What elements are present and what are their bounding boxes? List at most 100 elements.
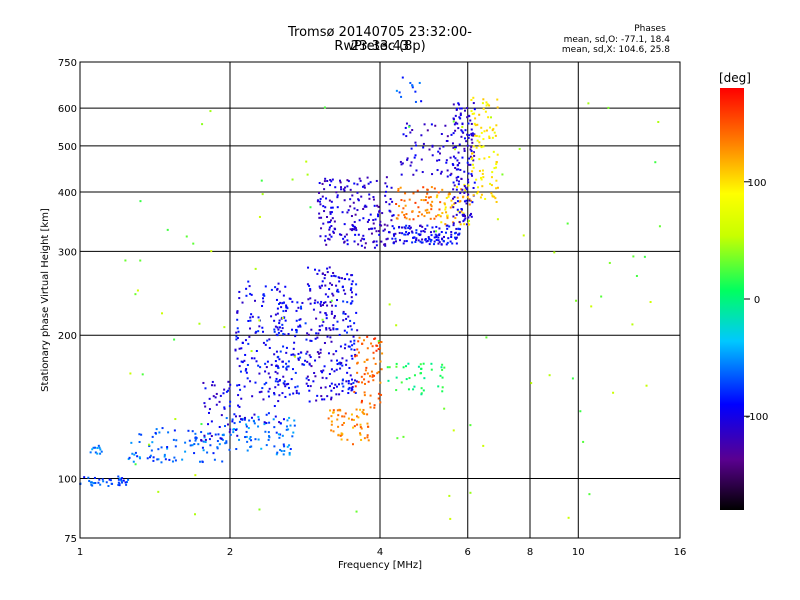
- data-point: [250, 445, 253, 448]
- data-point: [332, 231, 335, 234]
- data-point: [268, 338, 271, 341]
- data-point: [496, 218, 499, 221]
- data-point: [274, 386, 277, 389]
- data-point: [102, 480, 105, 483]
- data-point: [138, 433, 141, 436]
- data-point: [136, 455, 139, 458]
- data-point: [452, 132, 455, 135]
- data-point: [299, 318, 302, 321]
- data-point: [363, 339, 366, 342]
- data-point: [189, 444, 192, 447]
- data-point: [341, 286, 344, 289]
- data-point: [435, 215, 438, 218]
- data-point: [245, 435, 248, 438]
- data-point: [168, 458, 171, 461]
- data-point: [316, 272, 319, 275]
- data-point: [428, 196, 431, 199]
- data-point: [328, 288, 331, 291]
- data-point: [341, 357, 344, 360]
- data-point: [452, 120, 455, 123]
- data-point: [388, 209, 391, 212]
- data-point: [363, 378, 366, 381]
- data-point: [343, 240, 346, 243]
- data-point: [117, 481, 120, 484]
- data-point: [440, 243, 443, 246]
- data-point: [455, 188, 458, 191]
- data-point: [134, 463, 137, 466]
- data-point: [360, 427, 363, 430]
- data-point: [284, 319, 287, 322]
- data-point: [346, 371, 349, 374]
- data-point: [377, 392, 380, 395]
- data-point: [518, 147, 521, 150]
- data-point: [452, 206, 455, 209]
- data-point: [434, 233, 437, 236]
- data-point: [245, 294, 248, 297]
- data-point: [321, 284, 324, 287]
- data-point: [336, 288, 339, 291]
- data-point: [485, 336, 488, 339]
- data-point: [452, 146, 455, 149]
- data-point: [495, 166, 498, 169]
- data-point: [438, 233, 441, 236]
- data-point: [401, 76, 404, 79]
- data-point: [283, 445, 286, 448]
- data-point: [495, 179, 498, 182]
- data-point: [228, 430, 231, 433]
- data-point: [269, 376, 272, 379]
- data-point: [225, 390, 228, 393]
- data-point: [372, 198, 375, 201]
- data-point: [309, 206, 312, 209]
- data-point: [284, 395, 287, 398]
- data-point: [330, 211, 333, 214]
- data-point: [347, 379, 350, 382]
- data-point: [285, 362, 288, 365]
- data-point: [423, 215, 426, 218]
- data-point: [417, 215, 420, 218]
- data-point: [445, 243, 448, 246]
- data-point: [263, 421, 266, 424]
- data-point: [323, 341, 326, 344]
- data-point: [414, 201, 417, 204]
- data-point: [363, 373, 366, 376]
- data-point: [275, 350, 278, 353]
- data-point: [330, 368, 333, 371]
- data-point: [452, 155, 455, 158]
- data-point: [339, 345, 342, 348]
- data-point: [443, 407, 446, 410]
- data-point: [349, 228, 352, 231]
- data-point: [443, 235, 446, 238]
- data-point: [459, 200, 462, 203]
- data-point: [276, 326, 279, 329]
- data-point: [203, 402, 206, 405]
- data-point: [452, 117, 455, 120]
- data-point: [309, 297, 312, 300]
- data-point: [274, 380, 277, 383]
- data-point: [253, 422, 256, 425]
- data-point: [363, 382, 366, 385]
- data-point: [214, 433, 217, 436]
- data-point: [121, 477, 124, 480]
- data-point: [444, 223, 447, 226]
- data-point: [323, 398, 326, 401]
- data-point: [328, 228, 331, 231]
- data-point: [437, 385, 440, 388]
- data-point: [381, 212, 384, 215]
- colorbar: [720, 88, 744, 510]
- data-point: [349, 340, 352, 343]
- data-point: [274, 415, 277, 418]
- data-point: [319, 197, 322, 200]
- data-point: [346, 179, 349, 182]
- data-point: [325, 215, 328, 218]
- data-point: [473, 181, 476, 184]
- data-point: [356, 191, 359, 194]
- data-point: [471, 112, 474, 115]
- data-point: [343, 329, 346, 332]
- data-point: [235, 335, 238, 338]
- data-point: [328, 221, 331, 224]
- x-axis-label: Frequency [MHz]: [338, 560, 422, 571]
- data-point: [359, 426, 362, 429]
- data-point: [184, 441, 187, 444]
- data-point: [457, 233, 460, 236]
- data-point: [363, 246, 366, 249]
